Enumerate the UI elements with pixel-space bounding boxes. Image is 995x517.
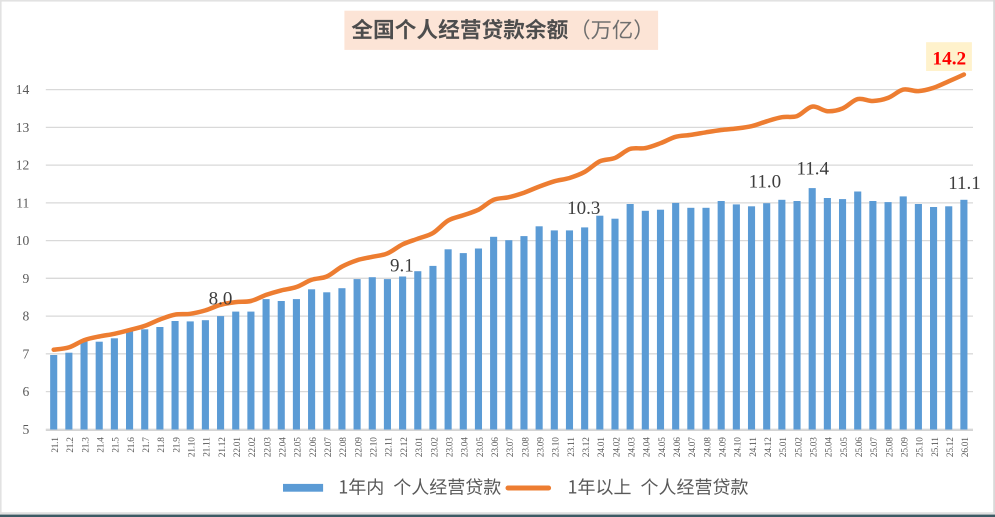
svg-text:11.4: 11.4	[797, 158, 830, 179]
svg-text:25.06: 25.06	[855, 437, 865, 457]
svg-text:23.01: 23.01	[415, 437, 425, 457]
svg-text:24.12: 24.12	[764, 437, 774, 457]
svg-text:22.02: 22.02	[248, 437, 258, 457]
svg-text:22.12: 22.12	[400, 437, 410, 457]
svg-text:24.10: 24.10	[734, 437, 744, 457]
svg-text:25.09: 25.09	[901, 437, 911, 457]
svg-text:21.8: 21.8	[157, 437, 167, 453]
svg-text:24.01: 24.01	[597, 437, 607, 457]
svg-text:24.11: 24.11	[749, 437, 759, 457]
svg-text:23.10: 23.10	[552, 437, 562, 457]
svg-text:21.2: 21.2	[66, 437, 76, 453]
svg-text:24.03: 24.03	[627, 437, 637, 457]
svg-text:23.11: 23.11	[567, 437, 577, 457]
svg-text:25.05: 25.05	[840, 437, 850, 457]
svg-text:6: 6	[23, 384, 30, 399]
svg-text:23.02: 23.02	[430, 437, 440, 457]
svg-text:21.7: 21.7	[142, 437, 152, 453]
svg-text:26.01: 26.01	[961, 437, 971, 457]
svg-text:22.05: 22.05	[294, 437, 304, 457]
svg-text:11: 11	[16, 196, 29, 211]
svg-text:23.12: 23.12	[582, 437, 592, 457]
svg-text:22.04: 22.04	[279, 437, 289, 457]
svg-text:24.07: 24.07	[688, 437, 698, 457]
svg-text:23.08: 23.08	[521, 437, 531, 457]
svg-text:21.1: 21.1	[51, 437, 61, 453]
svg-text:23.07: 23.07	[506, 437, 516, 457]
svg-text:12: 12	[16, 158, 30, 173]
svg-text:9: 9	[23, 271, 30, 286]
svg-text:22.01: 22.01	[233, 437, 243, 457]
svg-text:23.05: 23.05	[476, 437, 486, 457]
svg-text:22.03: 22.03	[263, 437, 273, 457]
svg-text:25.07: 25.07	[870, 437, 880, 457]
svg-text:23.09: 23.09	[536, 437, 546, 457]
svg-text:10: 10	[16, 233, 30, 248]
svg-text:25.04: 25.04	[825, 437, 835, 457]
svg-text:25.11: 25.11	[931, 437, 941, 457]
svg-text:22.09: 22.09	[354, 437, 364, 457]
svg-text:11.0: 11.0	[749, 171, 782, 192]
svg-text:23.03: 23.03	[445, 437, 455, 457]
svg-text:21.11: 21.11	[203, 437, 213, 457]
svg-text:21.10: 21.10	[188, 437, 198, 457]
svg-text:9.1: 9.1	[390, 255, 414, 276]
svg-text:21.12: 21.12	[218, 437, 228, 457]
svg-text:14.2: 14.2	[932, 49, 966, 70]
svg-text:23.04: 23.04	[461, 437, 471, 457]
svg-text:22.10: 22.10	[370, 437, 380, 457]
svg-text:23.06: 23.06	[491, 437, 501, 457]
svg-text:13: 13	[16, 120, 30, 135]
svg-text:21.3: 21.3	[81, 437, 91, 453]
svg-text:21.5: 21.5	[112, 437, 122, 453]
svg-text:25.08: 25.08	[885, 437, 895, 457]
svg-text:25.10: 25.10	[916, 437, 926, 457]
svg-text:21.6: 21.6	[127, 437, 137, 453]
svg-text:22.06: 22.06	[309, 437, 319, 457]
svg-text:25.12: 25.12	[946, 437, 956, 457]
svg-text:10.3: 10.3	[567, 198, 600, 219]
svg-text:25.03: 25.03	[810, 437, 820, 457]
svg-text:14: 14	[16, 82, 30, 97]
svg-text:24.06: 24.06	[673, 437, 683, 457]
svg-text:24.04: 24.04	[643, 437, 653, 457]
svg-text:7: 7	[23, 346, 30, 361]
svg-text:8.0: 8.0	[209, 289, 233, 310]
svg-text:24.09: 24.09	[718, 437, 728, 457]
svg-text:11.1: 11.1	[948, 173, 981, 194]
svg-text:22.08: 22.08	[339, 437, 349, 457]
svg-text:24.02: 24.02	[612, 437, 622, 457]
svg-text:21.9: 21.9	[172, 437, 182, 453]
svg-text:25.01: 25.01	[779, 437, 789, 457]
svg-text:24.05: 24.05	[658, 437, 668, 457]
svg-text:8: 8	[23, 309, 30, 324]
svg-text:5: 5	[23, 422, 30, 437]
svg-text:21.4: 21.4	[97, 437, 107, 453]
svg-text:22.07: 22.07	[324, 437, 334, 457]
svg-text:25.02: 25.02	[794, 437, 804, 457]
svg-text:24.08: 24.08	[703, 437, 713, 457]
svg-text:22.11: 22.11	[385, 437, 395, 457]
